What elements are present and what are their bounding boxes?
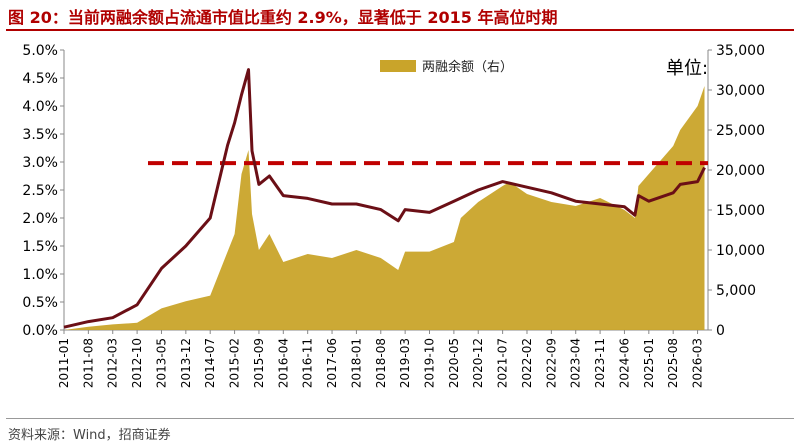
- x-tick-label: 2015-02: [228, 338, 242, 388]
- x-tick-label: 2020-12: [471, 338, 485, 388]
- x-tick-label: 2026-03: [691, 338, 705, 388]
- y-right-tick-label: 20,000: [716, 163, 765, 179]
- y-right-tick-label: 30,000: [716, 83, 765, 99]
- x-tick-label: 2025-08: [666, 338, 680, 388]
- x-tick-label: 2022-09: [544, 338, 558, 388]
- y-right-tick-label: 25,000: [716, 123, 765, 139]
- x-tick-label: 2018-01: [349, 338, 363, 388]
- x-tick-label: 2012-10: [130, 338, 144, 388]
- y-left-tick-label: 3.0%: [22, 155, 58, 171]
- x-tick-label: 2020-05: [447, 338, 461, 388]
- y-right-tick-label: 5,000: [716, 283, 756, 299]
- y-axis-right-ticks: 0 5,000 10,000 15,000 20,000 25,000 30,000 35,0…: [708, 43, 765, 339]
- chart-title: 图 20：当前两融余额占流通市值比重约 2.9%，显著低于 2015 年高位时期: [8, 8, 558, 27]
- y-right-tick-label: 10,000: [716, 243, 765, 259]
- y-left-tick-label: 1.5%: [22, 239, 58, 255]
- source-note: 资料来源：Wind，招商证券: [8, 428, 171, 443]
- x-tick-label: 2018-08: [374, 338, 388, 388]
- y-left-tick-label: 2.0%: [22, 211, 58, 227]
- x-tick-label: 2016-04: [276, 338, 290, 388]
- footer-rule: [6, 418, 794, 419]
- y-left-tick-label: 1.0%: [22, 267, 58, 283]
- x-tick-label: 2013-12: [179, 338, 193, 388]
- x-tick-label: 2023-04: [569, 338, 583, 388]
- x-tick-label: 2019-03: [398, 338, 412, 388]
- x-tick-label: 2014-07: [203, 338, 217, 388]
- x-tick-label: 2022-02: [520, 338, 534, 388]
- y-right-tick-label: 35,000: [716, 43, 765, 59]
- x-tick-label: 2025-01: [642, 338, 656, 388]
- title-underline: [6, 29, 794, 31]
- x-tick-label: 2021-07: [496, 338, 510, 388]
- x-tick-label: 2019-10: [423, 338, 437, 388]
- x-tick-label: 2016-11: [301, 338, 315, 388]
- unit-label: 单位:: [666, 58, 709, 79]
- x-tick-label: 2023-11: [593, 338, 607, 388]
- legend: 两融余额（右）: [380, 56, 513, 75]
- x-tick-label: 2013-05: [154, 338, 168, 388]
- x-tick-label: 2017-06: [325, 338, 339, 388]
- y-right-tick-label: 15,000: [716, 203, 765, 219]
- y-left-tick-label: 2.5%: [22, 183, 58, 199]
- y-axis-left-ticks: 0.0% 0.5% 1.0% 1.5% 2.0% 2.5% 3.0% 3.5% 4.0% 4.5%…: [22, 43, 64, 339]
- x-tick-label: 2011-01: [57, 338, 71, 388]
- y-left-tick-label: 4.0%: [22, 99, 58, 115]
- x-tick-label: 2012-03: [106, 338, 120, 388]
- legend-label: 两融余额（右）: [422, 60, 514, 75]
- y-left-tick-label: 0.5%: [22, 295, 58, 311]
- y-left-tick-label: 4.5%: [22, 71, 58, 87]
- x-tick-label: 2011-08: [81, 338, 95, 388]
- y-left-tick-label: 0.0%: [22, 323, 58, 339]
- y-left-tick-label: 3.5%: [22, 127, 58, 143]
- balance-area-series: [64, 86, 705, 330]
- x-tick-label: 2015-09: [252, 338, 266, 388]
- legend-swatch: [380, 59, 416, 72]
- x-axis-ticks: 2011-01 2011-08 2012-03 2012-10 2013-05 2013-…: [57, 330, 705, 388]
- ratio-line-series: [63, 68, 706, 329]
- y-right-tick-label: 0: [716, 323, 725, 339]
- x-tick-label: 2024-06: [617, 338, 631, 388]
- y-left-tick-label: 5.0%: [22, 43, 58, 59]
